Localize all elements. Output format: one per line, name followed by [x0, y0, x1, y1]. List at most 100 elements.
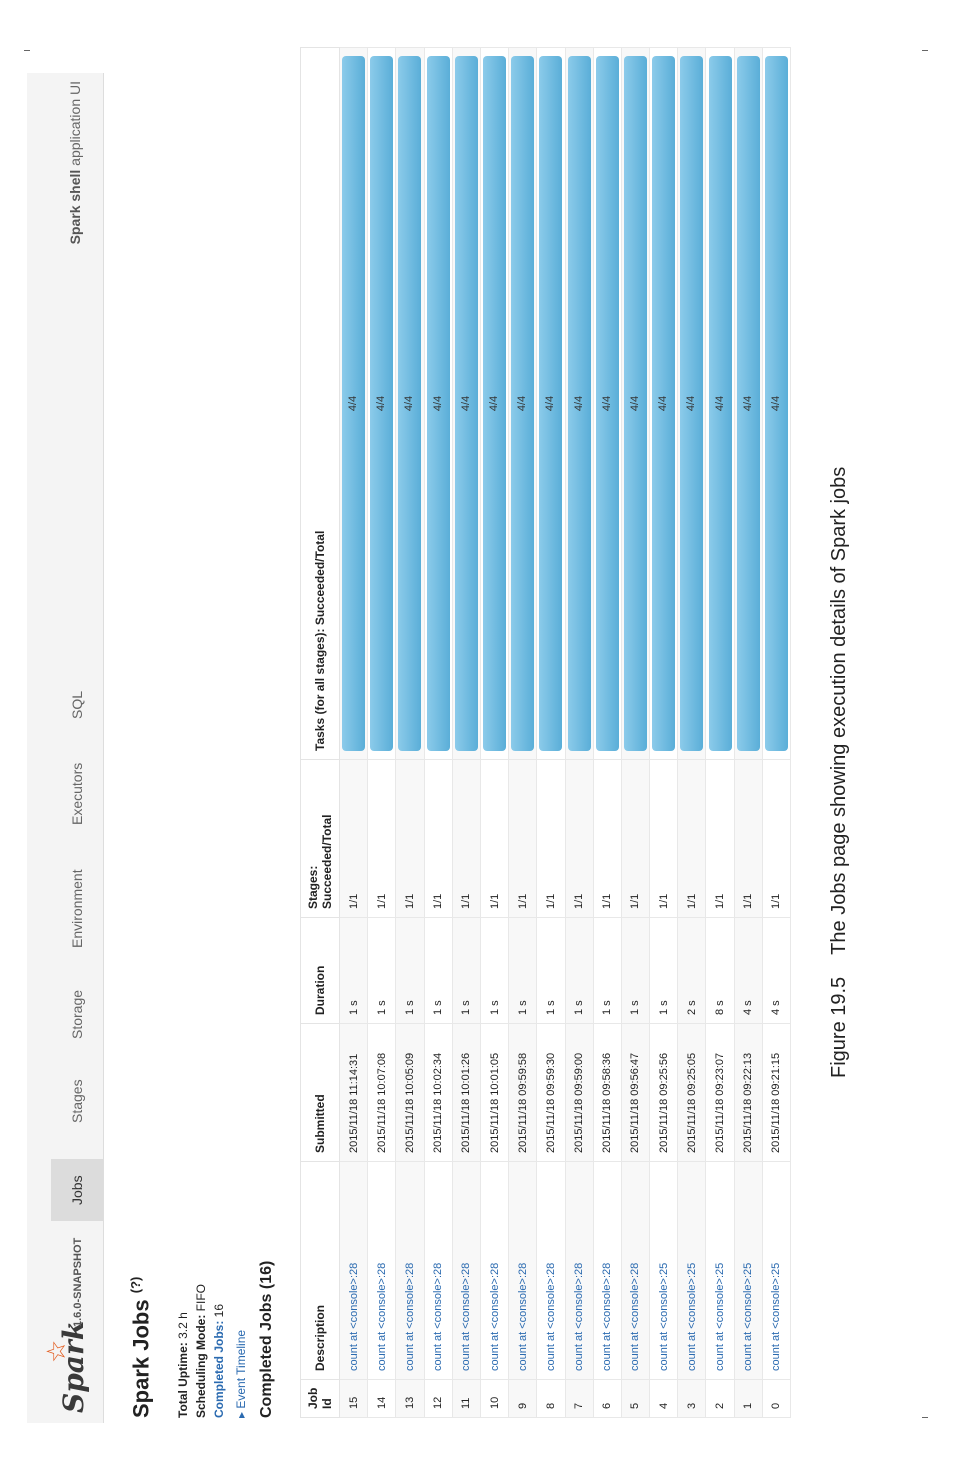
- stages-cell: 1/1: [657, 893, 670, 909]
- description-link[interactable]: count at <console>:28: [544, 1262, 557, 1371]
- description-link[interactable]: count at <console>:28: [516, 1262, 529, 1371]
- submitted-cell: 2015/11/18 09:58:36: [601, 1052, 614, 1153]
- tab-environment[interactable]: Environment: [69, 869, 85, 948]
- event-timeline-toggle[interactable]: ▸ Event Timeline: [234, 1329, 248, 1418]
- stages-cell: 1/1: [488, 893, 501, 909]
- duration-cell: 1 s: [452, 917, 481, 1024]
- tasks-cell: 4/4: [762, 47, 791, 760]
- tab-sql[interactable]: SQL: [69, 690, 85, 719]
- duration-cell: 1 s: [544, 1000, 557, 1015]
- tasks-progress-bar: 4/4: [398, 56, 422, 751]
- col-header-tasks[interactable]: Tasks (for all stages): Succeeded/Total: [300, 47, 340, 760]
- description-link[interactable]: count at <console>:25: [742, 1262, 755, 1371]
- completed-value: 16: [212, 1303, 226, 1321]
- duration-cell: 1 s: [593, 917, 622, 1024]
- tab-stages[interactable]: Stages: [69, 1079, 85, 1123]
- col-header-submitted[interactable]: Submitted: [300, 1023, 340, 1162]
- submitted-cell: 2015/11/18 10:02:34: [432, 1052, 445, 1153]
- job-id-cell: 5: [629, 1402, 642, 1409]
- tasks-progress-label: 4/4: [600, 395, 613, 412]
- stages-cell: 1/1: [452, 759, 481, 918]
- app-title: Spark shell application UI: [67, 81, 83, 244]
- completed-jobs-line[interactable]: Completed Jobs: 16: [212, 1304, 226, 1418]
- stages-cell: 1/1: [742, 893, 755, 909]
- table-row: 6 count at <console>:28 2015/11/18 09:58:3…: [593, 47, 622, 1418]
- table-row: 2 count at <console>:25 2015/11/18 09:23:0…: [705, 47, 735, 1418]
- submitted-cell: 2015/11/18 09:59:00: [573, 1052, 586, 1153]
- duration-cell: 2 s: [685, 1000, 698, 1015]
- stages-cell: 1/1: [685, 893, 698, 909]
- description-link[interactable]: count at <console>:25: [657, 1262, 670, 1371]
- tab-storage[interactable]: Storage: [69, 989, 85, 1039]
- spark-logo[interactable]: ☆ Spark 1.6.0-SNAPSHOT: [27, 1233, 103, 1423]
- submitted-cell: 2015/11/18 10:01:05: [480, 1023, 509, 1162]
- navbar: ☆ Spark 1.6.0-SNAPSHOT Jobs Stages Stora…: [27, 73, 104, 1423]
- description-link[interactable]: count at <console>:28: [488, 1262, 501, 1371]
- description-link[interactable]: count at <console>:28: [375, 1262, 388, 1371]
- tasks-progress-label: 4/4: [347, 395, 360, 412]
- job-id-cell: 2: [714, 1402, 727, 1409]
- table-row: 13 count at <console>:28 2015/11/18 10:05:…: [395, 47, 425, 1418]
- description-link[interactable]: count at <console>:28: [460, 1262, 473, 1371]
- stages-cell: 1/1: [734, 759, 763, 918]
- job-id-cell: 5: [621, 1379, 650, 1418]
- description-link[interactable]: count at <console>:28: [403, 1262, 416, 1371]
- tasks-cell: 4/4: [565, 47, 594, 760]
- tasks-cell: 4/4: [480, 47, 509, 760]
- description-link[interactable]: count at <console>:28: [629, 1262, 642, 1371]
- description-cell: count at <console>:25: [649, 1161, 678, 1380]
- description-cell: count at <console>:25: [734, 1161, 763, 1380]
- submitted-cell: 2015/11/18 10:05:09: [395, 1023, 425, 1162]
- description-link[interactable]: count at <console>:25: [685, 1262, 698, 1371]
- description-link[interactable]: count at <console>:25: [714, 1262, 727, 1371]
- page-title: Spark Jobs (?): [128, 1277, 154, 1418]
- tasks-cell: 4/4: [705, 47, 735, 760]
- job-id-cell: 13: [403, 1396, 416, 1409]
- duration-cell: 8 s: [714, 1000, 727, 1015]
- tab-executors[interactable]: Executors: [69, 762, 85, 825]
- description-link[interactable]: count at <console>:28: [347, 1262, 360, 1371]
- col-header-job-id[interactable]: Job Id: [300, 1379, 340, 1418]
- job-id-cell: 4: [657, 1402, 670, 1409]
- job-id-cell: 3: [677, 1379, 706, 1418]
- stages-cell: 1/1: [480, 759, 509, 918]
- table-row: 1 count at <console>:25 2015/11/18 09:22:1…: [734, 47, 763, 1418]
- mode-value: FIFO: [194, 1283, 208, 1315]
- description-cell: count at <console>:28: [395, 1161, 425, 1380]
- duration-cell: 1 s: [424, 917, 453, 1024]
- tab-jobs[interactable]: Jobs: [51, 1159, 103, 1221]
- duration-cell: 1 s: [621, 917, 650, 1024]
- job-id-cell: 14: [375, 1396, 388, 1409]
- col-header-duration[interactable]: Duration: [300, 917, 340, 1024]
- stages-cell: 1/1: [629, 893, 642, 909]
- tasks-progress-bar: 4/4: [539, 56, 563, 751]
- col-header-stages[interactable]: Stages: Succeeded/Total: [300, 759, 340, 918]
- table-row: 0 count at <console>:25 2015/11/18 09:21:1…: [762, 47, 791, 1418]
- description-link[interactable]: count at <console>:25: [770, 1262, 783, 1371]
- submitted-cell: 2015/11/18 11:14:31: [347, 1053, 360, 1153]
- stages-cell: 1/1: [395, 759, 425, 918]
- help-link[interactable]: (?): [128, 1276, 143, 1294]
- description-link[interactable]: count at <console>:28: [573, 1262, 586, 1371]
- job-id-cell: 10: [480, 1379, 509, 1418]
- tasks-progress-bar: 4/4: [736, 56, 760, 751]
- duration-cell: 1 s: [649, 917, 678, 1024]
- description-link[interactable]: count at <console>:28: [432, 1262, 445, 1371]
- scheduling-mode-line: Scheduling Mode: FIFO: [194, 1284, 208, 1418]
- stages-cell: 1/1: [339, 759, 368, 918]
- stages-cell: 1/1: [544, 893, 557, 909]
- description-cell: count at <console>:28: [339, 1161, 368, 1380]
- col-header-description[interactable]: Description: [300, 1161, 340, 1380]
- description-cell: count at <console>:28: [424, 1161, 453, 1380]
- jobs-table: Job Id Description Submitted Duration St…: [300, 47, 791, 1418]
- tasks-progress-bar: 4/4: [680, 56, 704, 751]
- description-link[interactable]: count at <console>:28: [601, 1262, 614, 1371]
- table-row: 11 count at <console>:28 2015/11/18 10:01:…: [452, 47, 481, 1418]
- tasks-progress-bar: 4/4: [454, 56, 478, 751]
- completed-label[interactable]: Completed Jobs:: [212, 1320, 226, 1418]
- duration-cell: 1 s: [460, 1000, 473, 1015]
- duration-cell: 4 s: [762, 917, 791, 1024]
- tasks-cell: 4/4: [424, 47, 453, 760]
- stages-cell: 1/1: [621, 759, 650, 918]
